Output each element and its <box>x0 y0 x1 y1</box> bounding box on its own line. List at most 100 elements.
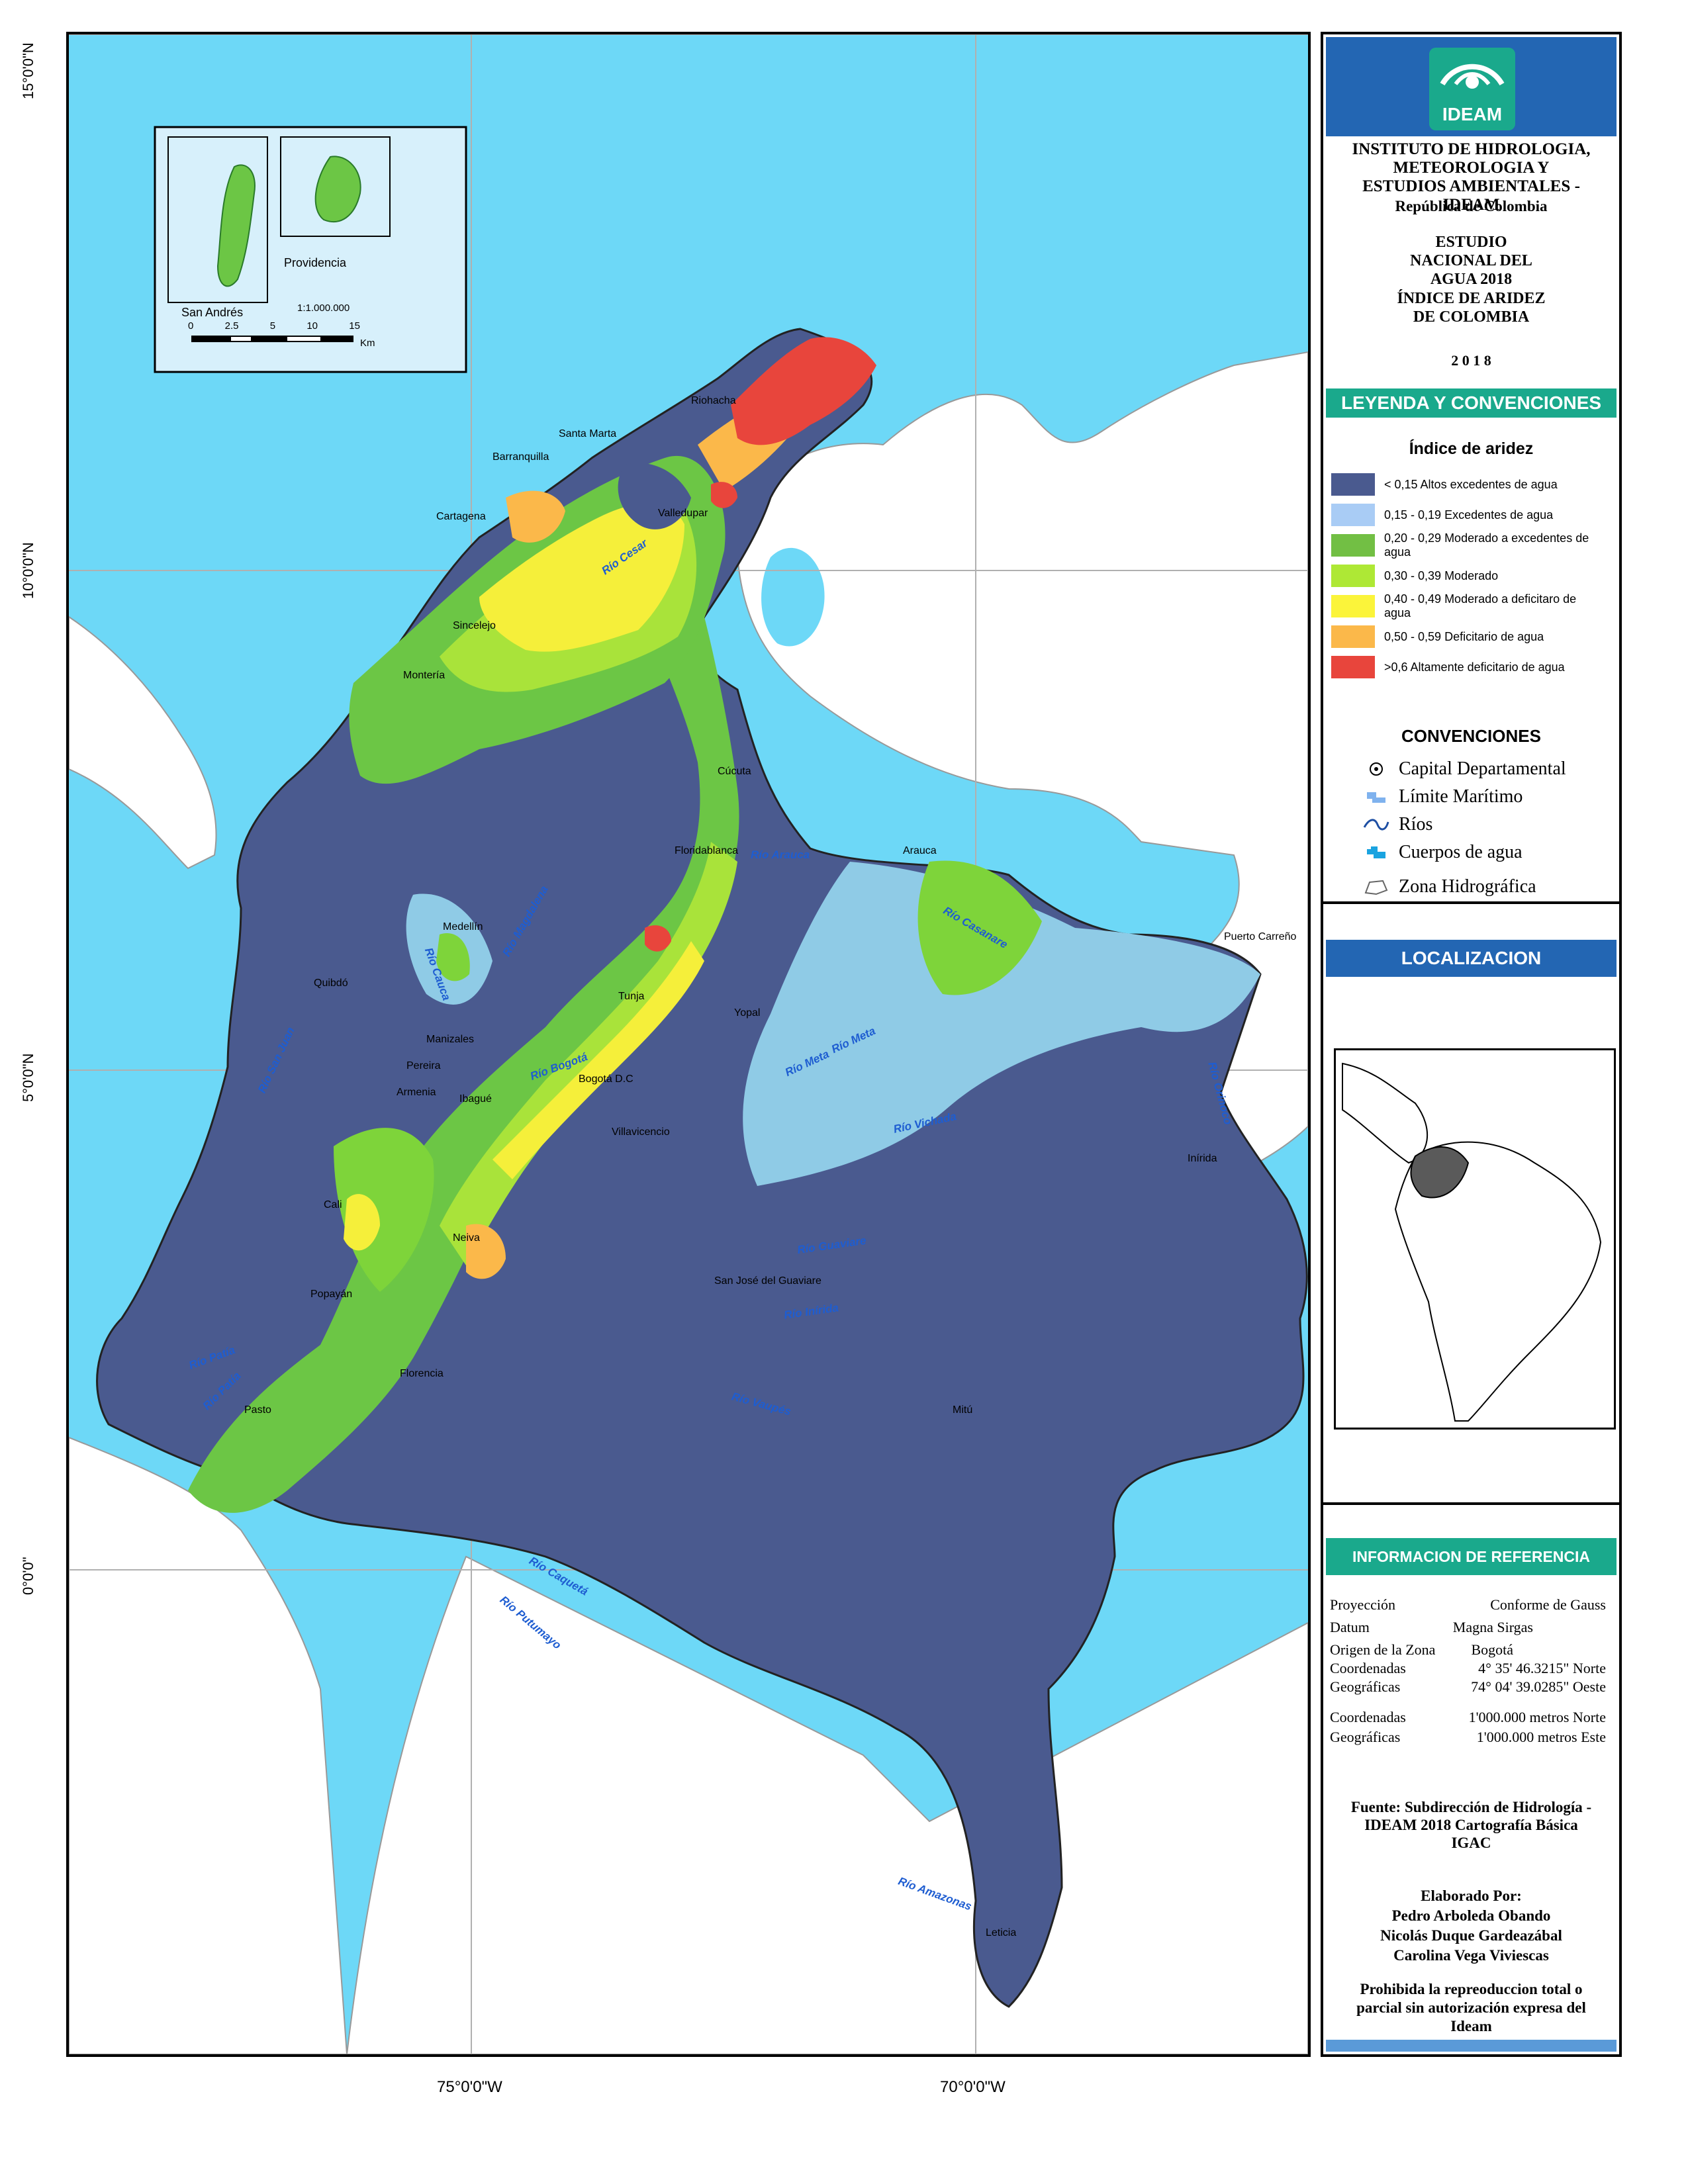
author: Nicolás Duque Gardeazábal <box>1380 1927 1562 1944</box>
legend-item: < 0,15 Altos excedentes de agua <box>1331 471 1596 498</box>
land-lake-maracaibo <box>761 547 825 647</box>
map-frame[interactable]: San Andrés Providencia 1:1.000.000 0 2.5… <box>66 32 1311 2057</box>
reference-key: Proyección <box>1330 1596 1395 1613</box>
logo-eye-icon <box>1440 64 1505 89</box>
city-label: Montería <box>403 670 445 681</box>
convention-label: Ríos <box>1399 814 1433 835</box>
legend-label: 0,40 - 0,49 Moderado a deficitaro de agu… <box>1384 592 1577 619</box>
city-label: Cali <box>324 1199 342 1210</box>
convention-item: Cuerpos de agua <box>1363 839 1523 866</box>
lat-label: 10°0'0"N <box>20 542 36 599</box>
legend-item: 0,20 - 0,29 Moderado a excedentes de agu… <box>1331 531 1596 559</box>
city-label: Popayán <box>310 1289 353 1300</box>
convention-item: Ríos <box>1363 811 1432 838</box>
footer-band <box>1326 2040 1617 2052</box>
legend-item: 0,30 - 0,39 Moderado <box>1331 563 1596 589</box>
city-label: Floridablanca <box>675 845 739 856</box>
city-label: Ibagué <box>459 1093 492 1105</box>
city-label: Pereira <box>406 1060 441 1071</box>
legend-label: < 0,15 Altos excedentes de agua <box>1384 477 1558 491</box>
legend-item: >0,6 Altamente deficitario de agua <box>1331 654 1596 680</box>
zone-cauca-yellow <box>344 1194 380 1251</box>
city-label: Yopal <box>734 1007 761 1019</box>
scale-tick: 2.5 <box>224 320 239 332</box>
author: Pedro Arboleda Obando <box>1391 1907 1551 1924</box>
legend-swatch <box>1331 473 1375 496</box>
lon-label: 75°0'0"W <box>437 2078 502 2096</box>
divider <box>1323 901 1619 904</box>
land-brazil-peru <box>346 1555 1308 2054</box>
inset-islands <box>154 126 467 373</box>
convention-label: Zona Hidrográfica <box>1399 876 1536 897</box>
zone-arauca-green <box>917 860 1042 995</box>
lat-label: 5°0'0"N <box>20 1053 36 1102</box>
city-label: Armenia <box>397 1087 436 1098</box>
legend-swatch <box>1331 595 1375 617</box>
legend-item: 0,40 - 0,49 Moderado a deficitaro de agu… <box>1331 592 1596 619</box>
legend-header: LEYENDA Y CONVENCIONES <box>1326 388 1617 418</box>
zone-guajira-red <box>731 337 876 445</box>
zone-antioquia-green <box>436 933 470 981</box>
legend-label: 0,50 - 0,59 Deficitario de agua <box>1384 629 1544 643</box>
conventions-title: CONVENCIONES <box>1401 726 1541 746</box>
year: 2 0 1 8 <box>1451 352 1491 369</box>
zone-caribe-yellow <box>479 503 684 652</box>
hydro-zone-icon <box>1363 877 1389 897</box>
country: República de Colombia <box>1395 198 1548 214</box>
city-label: Manizales <box>426 1034 475 1045</box>
legend-label: 0,20 - 0,29 Moderado a excedentes de agu… <box>1384 531 1589 559</box>
side-panel: IDEAM INSTITUTO DE HIDROLOGIA, METEOROLO… <box>1321 32 1622 2057</box>
city-label: Inírida <box>1188 1153 1217 1164</box>
reference-row: Geográficas 74° 04' 39.0285" Oeste <box>1330 1678 1613 1697</box>
reference-value: Conforme de Gauss <box>1490 1596 1606 1613</box>
scale-tick: 10 <box>306 320 318 332</box>
ideam-logo: IDEAM <box>1429 48 1515 130</box>
capital-icon <box>1363 759 1389 779</box>
scale-tick: 0 <box>188 320 194 332</box>
convention-item: Zona Hidrográfica <box>1363 874 1536 900</box>
city-label: Tunja <box>618 991 645 1002</box>
reference-row: Origen de la Zona Bogotá <box>1330 1641 1613 1660</box>
river-icon <box>1363 815 1389 835</box>
zone-caribe-dark <box>618 463 691 529</box>
reference-row: Geográficas 1'000.000 metros Este <box>1330 1729 1613 1747</box>
land-south <box>69 1436 348 2054</box>
reference-row: Datum Magna Sirgas <box>1330 1619 1613 1637</box>
reference-value: Magna Sirgas <box>1452 1619 1533 1635</box>
legend-label: 0,30 - 0,39 Moderado <box>1384 569 1499 582</box>
city-label: Cúcuta <box>718 766 751 777</box>
zone-cauca <box>334 1128 434 1292</box>
divider <box>1323 1502 1619 1505</box>
reference-key: Datum <box>1330 1619 1370 1635</box>
scale-tick: 5 <box>269 320 276 332</box>
reference-value: 74° 04' 39.0285" Oeste <box>1471 1678 1606 1695</box>
city-label: Pasto <box>244 1404 271 1416</box>
south-america-map <box>1342 1062 1602 1422</box>
reference-header: INFORMACION DE REFERENCIA <box>1326 1538 1617 1575</box>
lat-label: 0°0'0" <box>20 1557 36 1595</box>
map-canvas <box>69 34 1308 2054</box>
city-label: Neiva <box>453 1232 480 1244</box>
reference-key: Coordenadas <box>1330 1660 1406 1676</box>
providencia-island <box>314 156 361 223</box>
inset-label-san-andres: San Andrés <box>181 306 244 319</box>
reference-value: Bogotá <box>1471 1641 1513 1658</box>
author: Carolina Vega Viviescas <box>1393 1947 1549 1964</box>
reference-value: 1'000.000 metros Este <box>1476 1729 1606 1745</box>
legend-label: >0,6 Altamente deficitario de agua <box>1384 660 1565 674</box>
city-label: Medellín <box>443 921 483 933</box>
city-label: Villavicencio <box>612 1126 670 1138</box>
city-label: Bogotá D.C <box>579 1073 633 1085</box>
legend-item: 0,50 - 0,59 Deficitario de agua <box>1331 623 1596 650</box>
reference-key: Coordenadas <box>1330 1709 1406 1725</box>
inset-scale-ticks: 0 2.5 5 10 15 <box>188 320 360 332</box>
city-label: Riohacha <box>691 395 736 406</box>
city-label: Cartagena <box>436 511 486 522</box>
scale-tick: 15 <box>349 320 360 332</box>
city-label: Mitú <box>953 1404 973 1416</box>
zone-huila-yellow <box>466 1224 506 1279</box>
legend-swatch <box>1331 534 1375 557</box>
city-label: Sincelejo <box>453 620 496 631</box>
source-text: Fuente: Subdirección de Hidrología - IDE… <box>1350 1799 1592 1851</box>
zone-caribe-orange <box>506 490 565 543</box>
